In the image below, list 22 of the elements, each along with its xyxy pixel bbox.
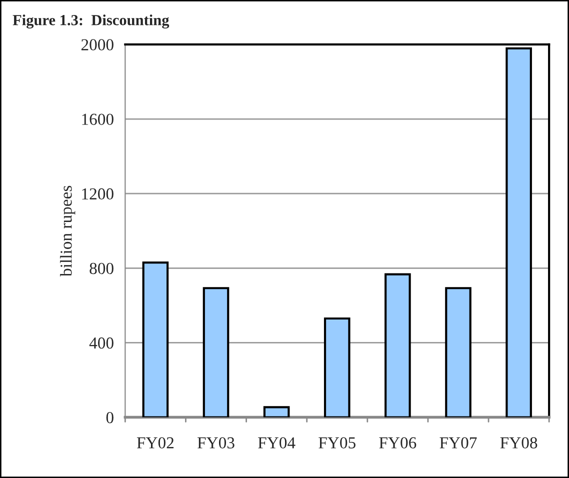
y-tick-label: 2000: [81, 39, 114, 50]
bar: [263, 406, 290, 418]
y-axis-title: billion rupees: [60, 186, 76, 276]
x-tick-label: FY03: [198, 437, 234, 448]
y-tick-label: 1200: [82, 188, 114, 200]
bar: [384, 273, 411, 418]
x-tick-label: FY06: [379, 437, 416, 448]
y-tick-label: 800: [90, 262, 114, 274]
y-tick-label: 1600: [82, 114, 114, 125]
x-tick-label: FY08: [500, 437, 538, 448]
x-tick-label: FY05: [318, 437, 356, 448]
bar: [202, 287, 230, 418]
bar: [445, 287, 472, 418]
x-tick-label: FY02: [136, 437, 174, 448]
y-tick-label: 400: [89, 337, 114, 349]
x-tick-label: FY07: [440, 437, 477, 448]
bar: [142, 262, 169, 418]
y-tick-label: 0: [106, 412, 114, 424]
chart-title: Figure 1.3: Discounting: [12, 14, 170, 28]
bar: [324, 317, 350, 418]
x-tick-label: FY04: [258, 437, 296, 448]
bar: [506, 47, 532, 418]
